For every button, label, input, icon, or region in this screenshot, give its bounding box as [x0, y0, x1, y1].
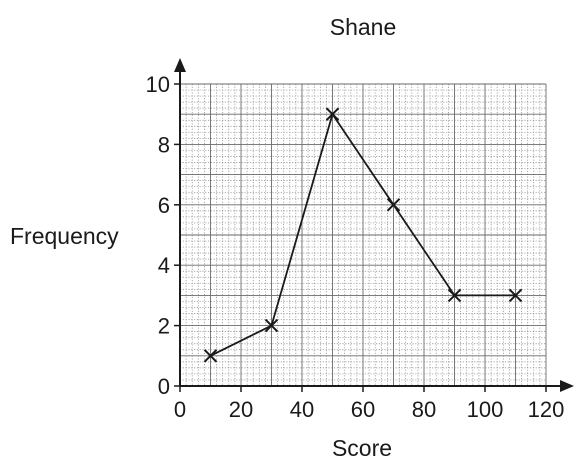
y-tick-label: 2 — [158, 314, 170, 339]
data-point-cross — [325, 107, 340, 121]
data-point-cross — [508, 288, 523, 303]
data-point-cross — [386, 198, 401, 212]
y-tick-label: 10 — [146, 72, 170, 97]
x-axis-arrow — [560, 380, 574, 392]
series-line — [210, 112, 516, 357]
y-tick-label: 6 — [158, 193, 170, 218]
y-tick-label: 8 — [158, 132, 170, 157]
cross-stroke — [203, 349, 218, 363]
axis-ticks: 0 20 40 60 80 100 120 0 2 4 6 8 10 — [146, 72, 565, 422]
cross-stroke — [508, 288, 523, 303]
cross-stroke — [386, 198, 401, 212]
series-layer — [203, 107, 523, 363]
x-tick-label: 20 — [229, 397, 253, 422]
y-axis-arrow — [174, 58, 186, 72]
data-point-cross — [203, 349, 218, 363]
chart-grid — [179, 83, 547, 387]
data-point-cross — [264, 318, 279, 333]
y-tick-label: 4 — [158, 253, 170, 278]
cross-stroke — [447, 288, 462, 303]
cross-stroke — [325, 107, 340, 121]
x-tick-label: 0 — [174, 397, 186, 422]
x-tick-label: 100 — [467, 397, 504, 422]
x-tick-label: 80 — [412, 397, 436, 422]
x-tick-label: 40 — [290, 397, 314, 422]
x-tick-label: 120 — [528, 397, 565, 422]
chart-labels: Shane Score Frequency — [10, 14, 396, 461]
cross-stroke — [264, 318, 279, 333]
x-axis-title: Score — [332, 435, 392, 461]
y-axis-title: Frequency — [10, 223, 119, 249]
x-tick-label: 60 — [351, 397, 375, 422]
chart-axes — [174, 58, 574, 392]
data-point-cross — [447, 288, 462, 303]
chart-title: Shane — [330, 14, 397, 40]
y-tick-label: 0 — [158, 374, 170, 399]
